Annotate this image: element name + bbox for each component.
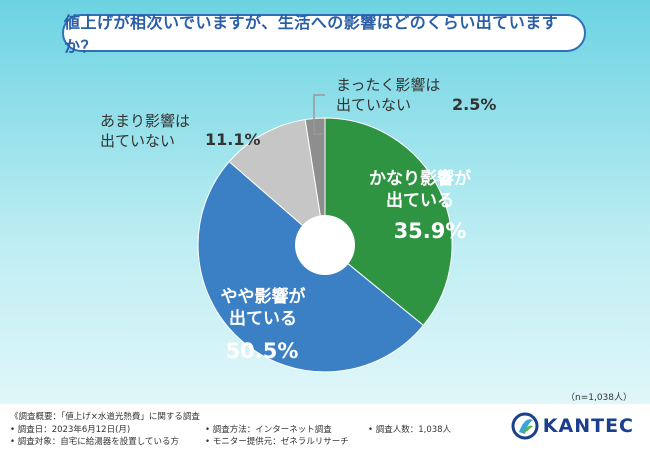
slice-value-label: 11.1% [205,130,261,149]
slice-value-label: 50.5% [226,339,299,363]
slice-label-line1: あまり影響は [100,112,190,130]
sample-size-label: （n=1,038人） [565,393,632,403]
survey-target: • 調査対象：自宅に給湯器を設置している方 [10,437,179,447]
slice-label-line2: 出ている [386,190,454,211]
pie-slice [228,118,326,247]
slice-label-line2: 出ていない [336,96,411,114]
leader-line [313,94,325,135]
pie-slice [304,117,326,246]
kantec-logo-icon [511,412,539,440]
survey-count: • 調査人数：1,038人 [368,425,452,435]
donut-hole [295,215,355,275]
pie-slice [324,117,453,327]
survey-date: • 調査日：2023年6月12日(月) [10,425,131,435]
slice-label-line2: 出ていない [100,132,175,150]
survey-method: • 調査方法：インターネット調査 [205,425,332,435]
kantec-logo: KANTEC [511,412,634,440]
survey-provider: • モニター提供元：ゼネラルリサーチ [205,437,349,447]
chart-title: 値上げが相次いでいますが、生活への影響はどのくらい出ていますか？ [62,13,586,56]
slice-label-line1: かなり影響が [369,168,471,189]
survey-overview: 《調査概要：「値上げ×水道光熱費」に関する調査 [10,412,200,422]
footer: 《調査概要：「値上げ×水道光熱費」に関する調査 • 調査日：2023年6月12日… [0,404,650,450]
slice-label-line2: 出ている [229,308,297,329]
slice-value-label: 35.9% [394,219,467,243]
slice-value-label: 2.5% [452,95,496,114]
slice-label-line1: やや影響が [221,286,306,307]
slice-label-line1: まったく影響は [336,76,440,94]
logo-text: KANTEC [542,415,634,437]
